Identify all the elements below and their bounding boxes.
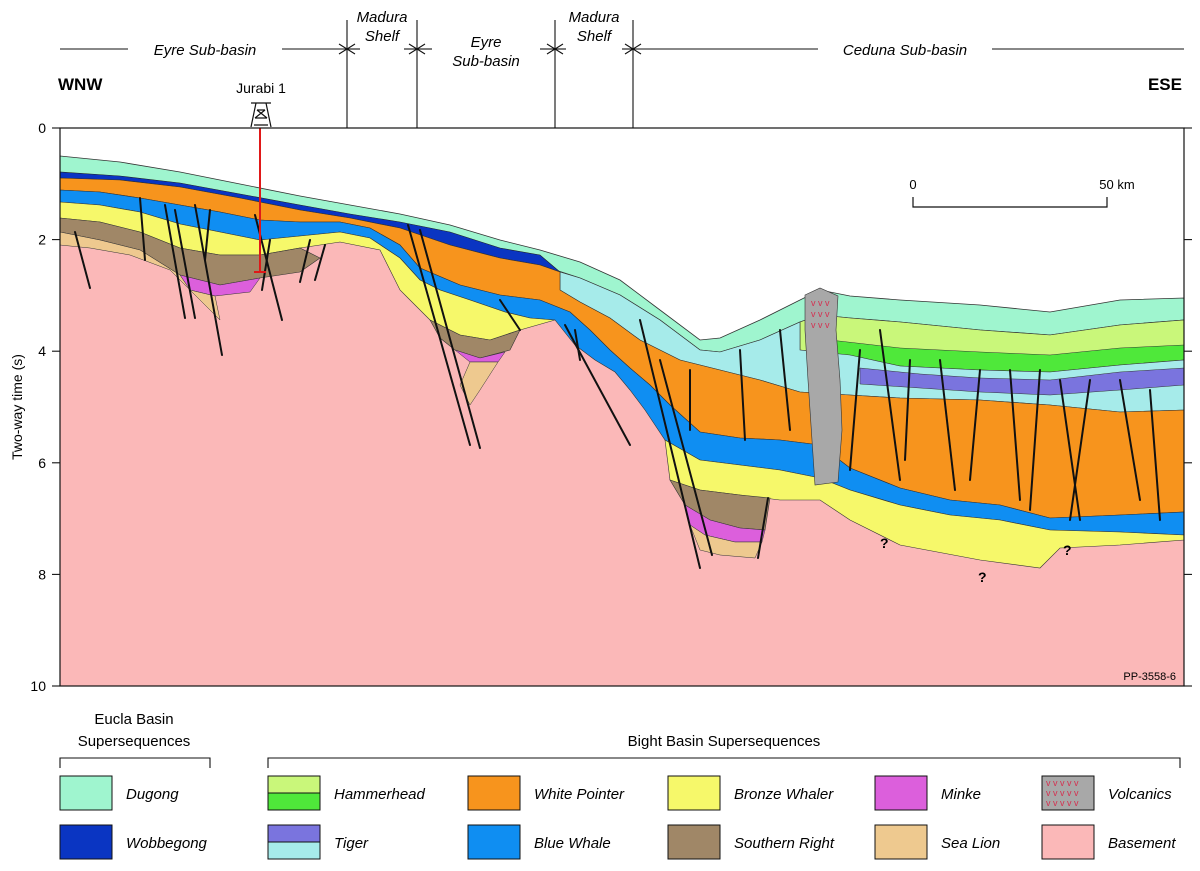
- legend-item-minke: Minke: [874, 775, 981, 811]
- svg-text:v v v: v v v: [811, 309, 830, 319]
- legend-label: Dugong: [126, 786, 179, 803]
- legend-item-white-pointer: White Pointer: [467, 775, 625, 811]
- legend-swatch: [667, 824, 721, 860]
- legend: Eucla Basin Supersequences Bight Basin S…: [59, 711, 1181, 860]
- legend-item-tiger: Tiger: [267, 824, 369, 860]
- legend-swatch: [667, 775, 721, 811]
- region-boundaries: [346, 20, 634, 128]
- legend-items: Dugong Wobbegong Hammerhead Tiger White Poin…: [59, 775, 1176, 860]
- y-tick-label: 0: [38, 120, 46, 136]
- question-mark: ?: [1063, 542, 1072, 558]
- scale-bar: 0 50 km: [909, 177, 1135, 208]
- direction-left: WNW: [58, 75, 103, 94]
- layer-southern-right-mid: [429, 319, 521, 359]
- eucla-title-line1: Eucla Basin: [94, 711, 173, 728]
- svg-text:v v v: v v v: [811, 298, 830, 308]
- y-tick-label: 4: [38, 343, 46, 359]
- bight-bracket: [267, 757, 1181, 768]
- legend-swatch: [1041, 824, 1095, 860]
- question-mark: ?: [978, 569, 987, 585]
- volcanics-swatch-pattern: v v v v v: [1046, 778, 1079, 788]
- legend-label: Hammerhead: [334, 786, 426, 803]
- legend-swatch-top: [267, 824, 321, 843]
- scale-bar-start: 0: [909, 177, 916, 192]
- layer-minke-mid: [454, 349, 506, 363]
- svg-text:v v v: v v v: [811, 320, 830, 330]
- well-label: Jurabi 1: [236, 80, 286, 96]
- legend-swatch-top: [267, 775, 321, 794]
- region-label-madura-west-line1: Madura: [357, 9, 408, 26]
- legend-item-sea-lion: Sea Lion: [874, 824, 1000, 860]
- cross-section-plot: v v v v v v v v v: [59, 127, 1185, 687]
- legend-item-dugong: Dugong: [59, 775, 179, 811]
- y-axis: Two-way time (s) 0 2 4 6 8 10: [9, 120, 1192, 694]
- scale-bar-line: [912, 197, 1108, 208]
- region-label-eyre-west: Eyre Sub-basin: [154, 42, 257, 59]
- region-label-eyre-east-line2: Sub-basin: [452, 53, 520, 70]
- water-column: [60, 128, 1184, 340]
- question-marks: ? ? ?: [880, 535, 1072, 585]
- bight-title: Bight Basin Supersequences: [628, 733, 821, 750]
- eucla-bracket: [59, 757, 211, 768]
- region-label-eyre-east-line1: Eyre: [471, 34, 502, 51]
- region-label-madura-west-line2: Shelf: [365, 28, 401, 45]
- region-label-madura-east-line1: Madura: [569, 9, 620, 26]
- volcanics-pattern: v v v v v v v v v: [811, 298, 830, 330]
- legend-label: Tiger: [334, 835, 369, 852]
- volcanics-body: [804, 287, 843, 486]
- figure-id: PP-3558-6: [1123, 671, 1176, 683]
- legend-swatch: [59, 775, 113, 811]
- legend-item-southern-right: Southern Right: [667, 824, 835, 860]
- legend-label: Minke: [941, 786, 981, 803]
- y-tick-label: 8: [38, 566, 46, 582]
- legend-swatch: [1041, 775, 1095, 811]
- legend-item-blue-whale: Blue Whale: [467, 824, 611, 860]
- direction-right: ESE: [1148, 75, 1182, 94]
- legend-item-volcanics: v v v v vv v v v vv v v v v Volcanics: [1041, 775, 1172, 811]
- legend-swatch: [59, 824, 113, 860]
- eucla-title-line2: Supersequences: [78, 733, 191, 750]
- legend-swatch: [874, 824, 928, 860]
- legend-swatch: [467, 824, 521, 860]
- legend-swatch-bottom: [267, 792, 321, 811]
- y-tick-label: 2: [38, 232, 46, 248]
- legend-label: Basement: [1108, 835, 1176, 852]
- region-header: Eyre Sub-basin Madura Shelf Eyre Sub-bas…: [58, 9, 1184, 128]
- legend-label: Wobbegong: [126, 835, 208, 852]
- legend-swatch: [874, 775, 928, 811]
- region-arrowheads: [338, 43, 642, 55]
- legend-item-basement: Basement: [1041, 824, 1176, 860]
- legend-label: Bronze Whaler: [734, 786, 834, 803]
- y-tick-label: 10: [30, 678, 46, 694]
- layer-sea-lion-west: [59, 231, 221, 321]
- legend-swatch-bottom: [267, 841, 321, 860]
- legend-label: Southern Right: [734, 835, 835, 852]
- legend-item-wobbegong: Wobbegong: [59, 824, 208, 860]
- legend-label: Volcanics: [1108, 786, 1172, 803]
- legend-label: Blue Whale: [534, 835, 611, 852]
- legend-item-hammerhead: Hammerhead: [267, 775, 426, 811]
- legend-swatch: [467, 775, 521, 811]
- legend-label: Sea Lion: [941, 835, 1000, 852]
- legend-label: White Pointer: [534, 786, 625, 803]
- y-axis-label: Two-way time (s): [9, 354, 25, 460]
- scale-bar-end: 50 km: [1099, 177, 1134, 192]
- volcanics-swatch-pattern: v v v v v: [1046, 788, 1079, 798]
- legend-item-bronze-whaler: Bronze Whaler: [667, 775, 834, 811]
- y-tick-label: 6: [38, 455, 46, 471]
- question-mark: ?: [880, 535, 889, 551]
- derrick-icon: [250, 102, 272, 128]
- region-label-madura-east-line2: Shelf: [577, 28, 613, 45]
- plot-frame: [59, 127, 1185, 687]
- volcanics-swatch-pattern: v v v v v: [1046, 798, 1079, 808]
- region-label-ceduna: Ceduna Sub-basin: [843, 42, 967, 59]
